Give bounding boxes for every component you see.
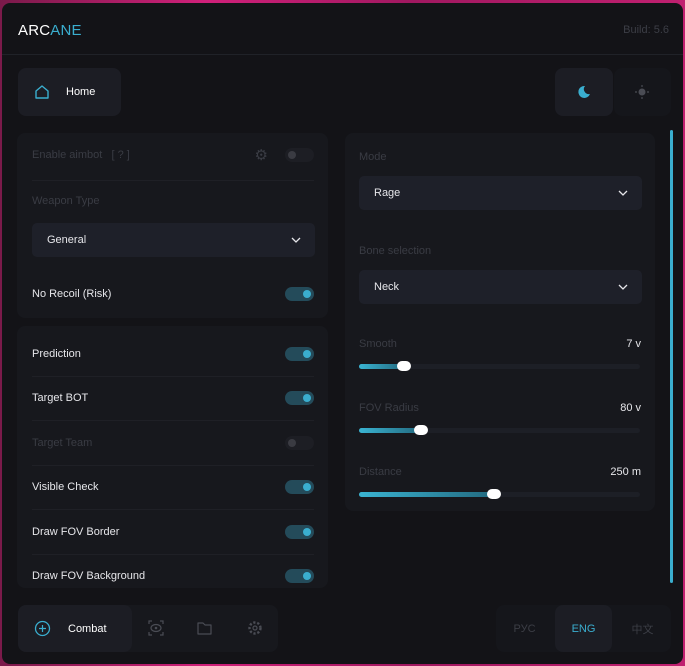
- divider: [32, 420, 314, 422]
- slider-track[interactable]: [359, 489, 640, 499]
- language-option[interactable]: ENG: [555, 605, 612, 652]
- option-row: Target BOT: [32, 388, 314, 408]
- option-row: Target Team: [32, 433, 314, 453]
- weapon-type-select[interactable]: General: [32, 223, 315, 257]
- tab-combat[interactable]: Combat: [18, 605, 132, 652]
- divider: [32, 464, 314, 466]
- logo: ARCANE: [18, 22, 82, 39]
- slider-thumb[interactable]: [486, 489, 501, 499]
- option-label: Draw FOV Background: [32, 570, 146, 582]
- option-row: Draw FOV Border: [32, 522, 314, 542]
- divider: [32, 376, 314, 377]
- enable-aimbot-toggle[interactable]: [285, 148, 314, 162]
- divider: [32, 553, 314, 555]
- scrollbar[interactable]: [670, 130, 673, 583]
- slider-label: Distance: [359, 466, 402, 478]
- weapon-type-label: Weapon Type: [32, 195, 100, 207]
- enable-aimbot-row: Enable aimbot [ ? ] ⚙: [32, 145, 314, 165]
- bone-select[interactable]: Neck: [359, 270, 642, 304]
- help-button[interactable]: [ ? ]: [111, 149, 130, 161]
- home-button[interactable]: Home: [18, 68, 121, 116]
- option-toggle[interactable]: [285, 435, 314, 450]
- bone-value: Neck: [374, 281, 400, 293]
- slider-value: 250 m: [610, 466, 641, 478]
- eye-scan-icon[interactable]: [146, 618, 166, 638]
- slider-value: 80 v: [620, 402, 641, 414]
- options-card: Prediction Target BOT Target Team Visible C…: [17, 326, 328, 588]
- slider-thumb[interactable]: [396, 361, 411, 371]
- mode-select[interactable]: Rage: [359, 176, 642, 210]
- divider: [32, 180, 314, 181]
- slider-label: Smooth: [359, 338, 397, 350]
- option-label: Prediction: [32, 348, 81, 360]
- app-window: ARCANE Build: 5.6 Home Enable aimbot [ ?…: [2, 3, 683, 664]
- home-icon: [35, 85, 49, 99]
- option-label: Visible Check: [32, 481, 99, 494]
- divider: [32, 509, 314, 511]
- home-label: Home: [66, 86, 96, 98]
- bone-selection-label: Bone selection: [359, 245, 432, 257]
- option-toggle[interactable]: [285, 347, 314, 361]
- chevron-down-icon: [618, 284, 628, 290]
- option-toggle[interactable]: [285, 524, 314, 539]
- aimbot-card: Enable aimbot [ ? ] ⚙ Weapon Type Genera…: [17, 133, 328, 318]
- bottom-nav: Combat: [18, 605, 278, 652]
- tab-combat-label: Combat: [68, 623, 107, 635]
- option-label: Target Team: [32, 436, 93, 449]
- option-row: Visible Check: [32, 477, 314, 497]
- crosshair-icon: [34, 620, 51, 637]
- option-toggle[interactable]: [285, 569, 314, 583]
- slider-fill: [359, 428, 421, 433]
- no-recoil-row: No Recoil (Risk): [32, 284, 314, 304]
- option-label: Draw FOV Border: [32, 525, 120, 538]
- slider-label: FOV Radius: [359, 402, 419, 414]
- theme-dark-button[interactable]: [555, 68, 613, 116]
- language-switcher: РУС ENG 中文: [496, 605, 671, 652]
- no-recoil-toggle[interactable]: [285, 287, 314, 301]
- mode-value: Rage: [374, 187, 401, 199]
- language-option[interactable]: РУС: [513, 622, 536, 635]
- slider-track[interactable]: [359, 361, 640, 371]
- chevron-down-icon: [618, 190, 628, 196]
- settings-card: Mode Rage Bone selection Neck Smooth 7 v…: [345, 133, 655, 511]
- slider-fill: [359, 364, 404, 369]
- moon-icon: [578, 85, 590, 98]
- header-divider: [2, 54, 683, 55]
- theme-light-button[interactable]: [614, 68, 671, 116]
- enable-aimbot-label: Enable aimbot [ ? ]: [32, 149, 130, 161]
- folder-icon[interactable]: [195, 618, 215, 638]
- option-row: Draw FOV Background: [32, 566, 314, 586]
- option-toggle[interactable]: [285, 391, 314, 406]
- sun-icon: [635, 85, 649, 99]
- slider-value: 7 v: [626, 338, 641, 350]
- gear-icon[interactable]: ⚙: [254, 147, 268, 164]
- option-label: Target BOT: [32, 392, 89, 405]
- weapon-type-value: General: [47, 234, 87, 246]
- chevron-down-icon: [291, 237, 301, 243]
- gear-icon[interactable]: [245, 618, 265, 638]
- no-recoil-label: No Recoil (Risk): [32, 288, 112, 300]
- option-toggle[interactable]: [285, 480, 314, 495]
- slider-fill: [359, 492, 494, 497]
- build-version: Build: 5.6: [623, 24, 669, 36]
- slider-track[interactable]: [359, 425, 640, 435]
- slider-thumb[interactable]: [413, 425, 428, 435]
- language-option[interactable]: 中文: [631, 623, 654, 636]
- mode-label: Mode: [359, 151, 387, 163]
- option-row: Prediction: [32, 344, 314, 364]
